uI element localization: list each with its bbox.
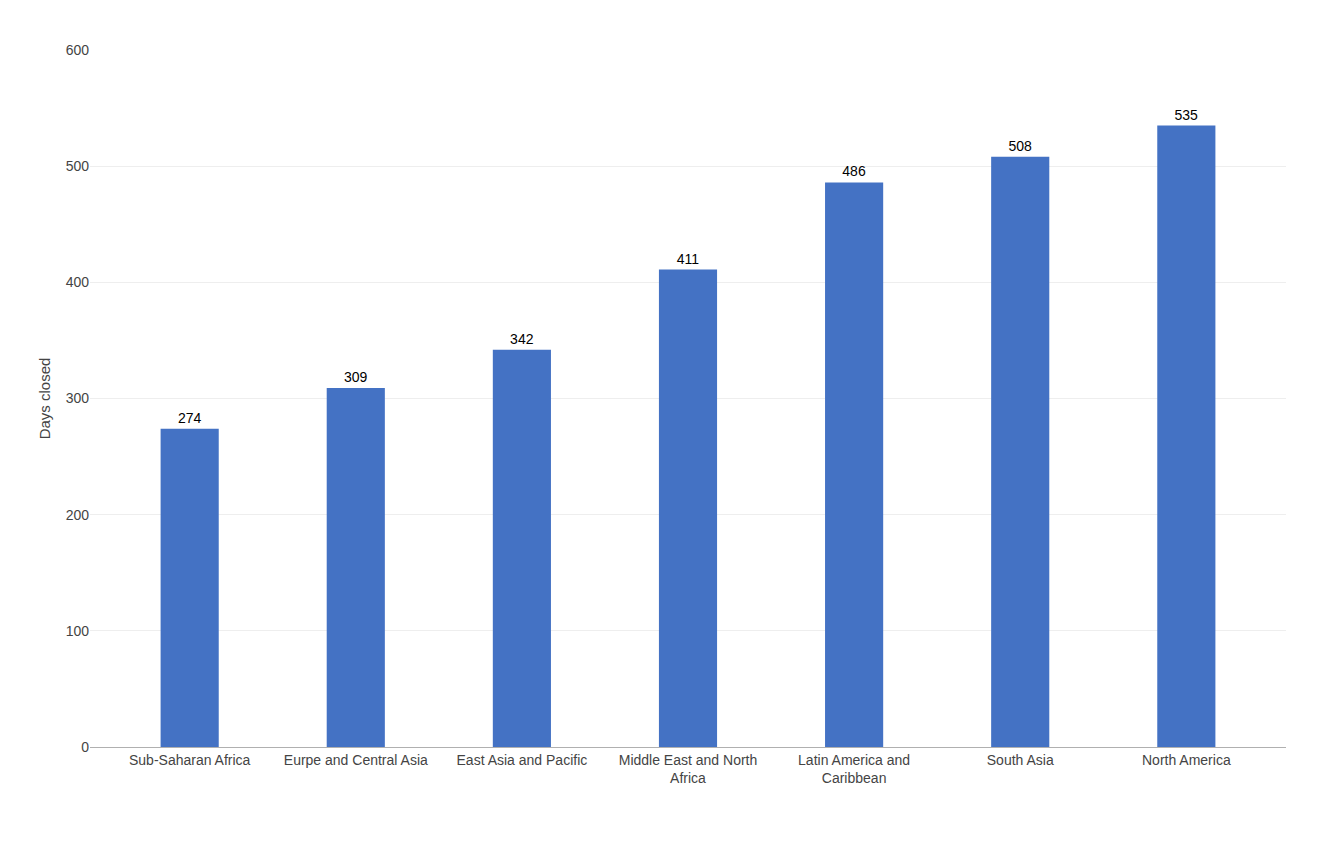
- svg-text:309: 309: [344, 369, 368, 385]
- svg-text:486: 486: [842, 163, 866, 179]
- svg-text:508: 508: [1008, 138, 1032, 154]
- svg-text:South Asia: South Asia: [987, 752, 1054, 768]
- svg-text:Middle East and NorthAfrica: Middle East and NorthAfrica: [619, 752, 758, 786]
- svg-text:Latin America andCaribbean: Latin America andCaribbean: [798, 752, 910, 786]
- svg-text:North America: North America: [1142, 752, 1231, 768]
- svg-text:100: 100: [66, 623, 90, 639]
- svg-text:400: 400: [66, 274, 90, 290]
- svg-text:600: 600: [66, 42, 90, 58]
- svg-text:300: 300: [66, 390, 90, 406]
- svg-text:Eurpe and Central Asia: Eurpe and Central Asia: [284, 752, 428, 768]
- svg-text:0: 0: [81, 739, 89, 755]
- svg-text:Sub-Saharan Africa: Sub-Saharan Africa: [129, 752, 251, 768]
- svg-text:274: 274: [178, 410, 202, 426]
- svg-text:East Asia and Pacific: East Asia and Pacific: [457, 752, 588, 768]
- svg-text:342: 342: [510, 331, 534, 347]
- svg-text:200: 200: [66, 507, 90, 523]
- svg-text:500: 500: [66, 158, 90, 174]
- svg-text:535: 535: [1175, 107, 1199, 123]
- svg-text:Days closed: Days closed: [36, 358, 53, 440]
- svg-text:411: 411: [677, 251, 700, 267]
